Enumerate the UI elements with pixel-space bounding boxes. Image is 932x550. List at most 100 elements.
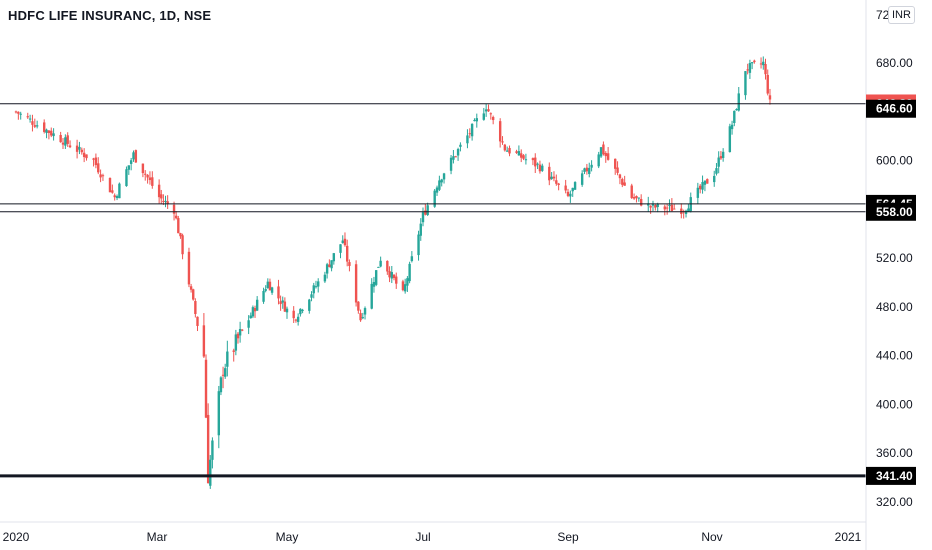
y-tick-label: 440.00 (876, 349, 913, 363)
candle-up (310, 294, 313, 298)
candle-down (134, 150, 138, 163)
candle-down (179, 233, 182, 237)
candle-up (377, 266, 380, 268)
candle-up (219, 377, 223, 393)
x-tick-label: Mar (147, 530, 168, 544)
candle-down (623, 182, 626, 186)
candle-up (211, 440, 214, 460)
candle-down (498, 121, 502, 142)
candle-up (541, 165, 544, 171)
candle-down (616, 167, 619, 173)
candle-up (735, 109, 738, 111)
candle-up (266, 281, 270, 289)
candle-up (403, 284, 407, 292)
candle-up (421, 212, 425, 223)
x-tick-label: May (276, 530, 299, 544)
candle-down (632, 197, 636, 199)
candle-up (668, 204, 671, 207)
candle-up (217, 391, 221, 436)
candle-up (28, 118, 32, 120)
candle-up (125, 169, 128, 187)
candle-up (330, 260, 333, 269)
level-tag: 341.40 (876, 469, 913, 483)
candle-up (374, 270, 378, 285)
y-tick-label: 680.00 (876, 56, 913, 70)
candle-up (223, 368, 227, 377)
candle-down (111, 190, 114, 193)
candle-up (270, 287, 274, 293)
candle-up (473, 120, 476, 122)
candle-down (487, 109, 490, 112)
candle-up (715, 168, 718, 174)
candle-down (719, 156, 723, 159)
candle-down (141, 163, 145, 174)
candle-up (238, 328, 242, 336)
candle-down (614, 158, 617, 169)
candle-down (343, 238, 347, 246)
candle-up (647, 203, 650, 206)
candle-down (204, 359, 208, 418)
candle-up (456, 149, 460, 156)
candle-up (438, 180, 441, 190)
candle-down (144, 173, 147, 175)
candle-up (599, 147, 603, 157)
candle-down (160, 194, 163, 199)
candle-down (68, 145, 72, 148)
candle-down (534, 157, 537, 167)
candle-down (454, 156, 457, 158)
candle-up (426, 205, 429, 216)
candle-down (66, 135, 69, 144)
y-tick-label: 520.00 (876, 251, 913, 265)
candle-up (323, 274, 327, 282)
candle-down (236, 333, 240, 339)
candle-up (696, 187, 700, 198)
candle-down (61, 142, 65, 145)
candle-up (390, 272, 393, 279)
candle-down (75, 145, 79, 152)
currency-label[interactable]: INR (888, 6, 915, 24)
candle-up (419, 223, 422, 236)
candle-up (466, 135, 469, 144)
candle-down (392, 274, 396, 279)
candle-down (174, 215, 178, 219)
candle-up (524, 159, 528, 161)
candle-down (99, 174, 102, 178)
candle-down (388, 271, 391, 278)
candle-up (325, 264, 329, 274)
candle-down (283, 301, 287, 312)
candle-up (569, 193, 572, 197)
candle-up (317, 281, 320, 287)
candle-up (580, 173, 584, 185)
candle-down (279, 301, 282, 305)
candle-up (583, 168, 586, 172)
candle-down (354, 264, 358, 303)
candle-down (14, 111, 18, 113)
candle-down (386, 260, 389, 272)
candle-up (762, 61, 765, 66)
candle-down (94, 157, 98, 166)
candle-up (517, 151, 521, 156)
level-tag-bg (866, 466, 916, 485)
x-tick-label: Nov (701, 530, 722, 544)
candle-down (508, 147, 511, 154)
candle-up (52, 133, 55, 137)
candle-up (339, 244, 342, 253)
candle-up (744, 71, 747, 96)
candle-up (713, 175, 716, 183)
candle-down (491, 116, 495, 121)
candle-up (255, 299, 259, 311)
candle-down (585, 167, 589, 172)
x-tick-label: Sep (557, 530, 579, 544)
candle-up (209, 459, 212, 486)
candle-down (531, 158, 535, 161)
candle-down (522, 155, 525, 159)
level-tag: 646.60 (876, 102, 913, 116)
candle-down (630, 185, 633, 198)
candle-down (501, 141, 504, 143)
candle-up (372, 282, 376, 287)
candle-down (221, 374, 225, 376)
y-tick-label: 320.00 (876, 495, 913, 509)
candle-up (301, 309, 304, 311)
